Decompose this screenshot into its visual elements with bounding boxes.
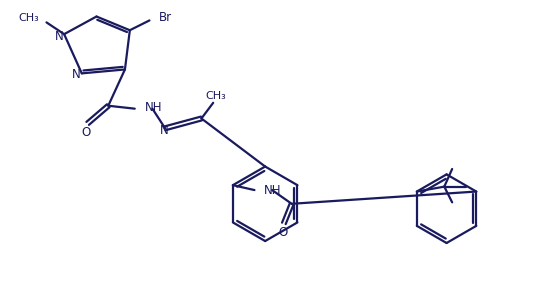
Text: O: O: [278, 226, 288, 239]
Text: N: N: [72, 68, 80, 81]
Text: N: N: [160, 124, 169, 137]
Text: CH₃: CH₃: [18, 13, 39, 23]
Text: Br: Br: [159, 11, 173, 24]
Text: NH: NH: [264, 184, 282, 196]
Text: N: N: [55, 30, 64, 43]
Text: O: O: [81, 126, 90, 139]
Text: NH: NH: [145, 101, 162, 114]
Text: CH₃: CH₃: [206, 91, 227, 101]
